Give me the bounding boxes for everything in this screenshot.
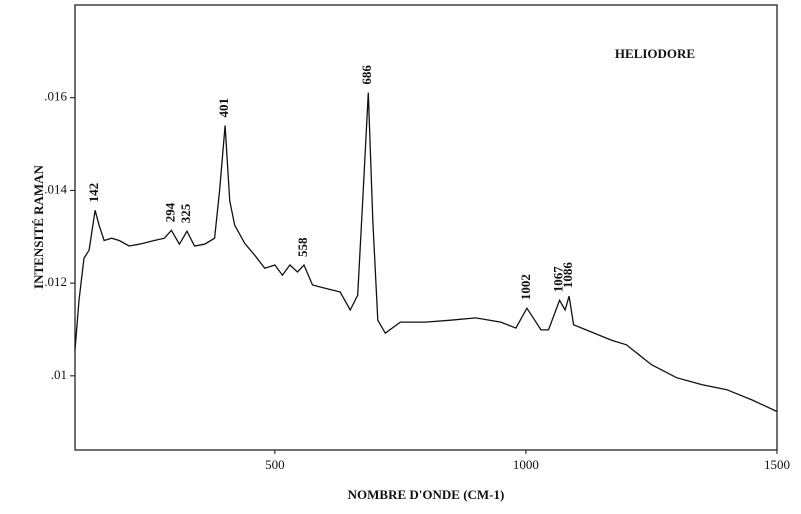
- x-tick-label: 1500: [764, 457, 790, 472]
- x-tick-label: 1000: [513, 457, 539, 472]
- peak-label: 401: [216, 98, 231, 118]
- x-tick-label: 500: [265, 457, 285, 472]
- y-axis-label: INTENSITÉ RAMAN: [31, 164, 46, 288]
- y-tick-label: .016: [44, 89, 67, 104]
- peak-label: 1086: [560, 262, 575, 289]
- peak-label: 142: [86, 183, 101, 203]
- peak-label: 558: [295, 237, 310, 257]
- peak-label: 325: [178, 203, 193, 223]
- chart-title: HELIODORE: [615, 46, 695, 61]
- peak-label: 1002: [518, 274, 533, 300]
- y-tick-label: .01: [51, 367, 67, 382]
- peak-label: 1067: [551, 266, 566, 293]
- y-tick-label: .014: [44, 181, 67, 196]
- spectrum-line: [74, 92, 778, 413]
- y-tick-label: .012: [44, 274, 67, 289]
- x-axis-label: NOMBRE D'ONDE (CM-1): [348, 487, 505, 502]
- peak-label: 294: [162, 202, 177, 222]
- peak-label: 686: [359, 65, 374, 85]
- plot-frame: [74, 4, 778, 451]
